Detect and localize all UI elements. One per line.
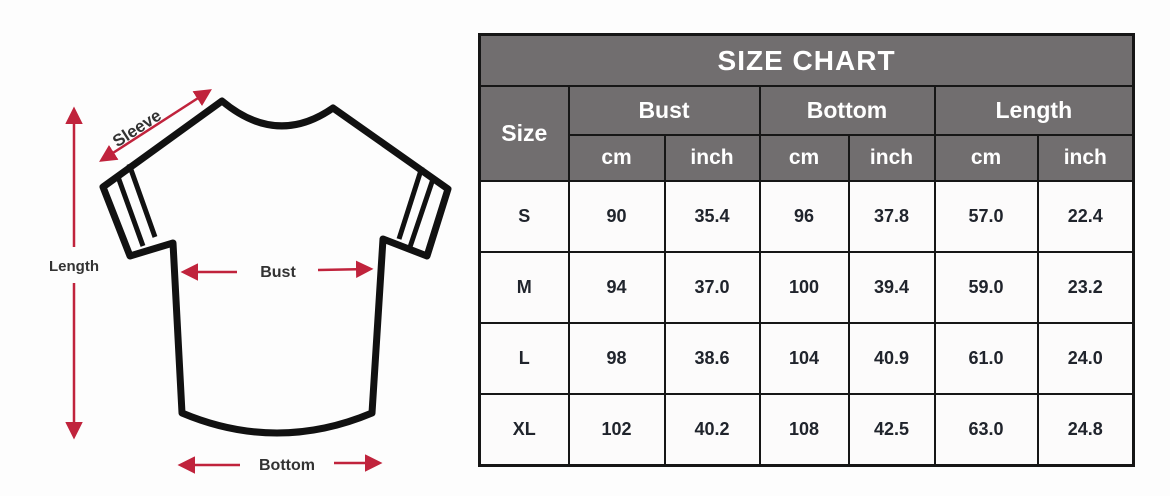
bottom-cm-cell: 104 — [758, 322, 850, 395]
column-header-size: Size — [478, 85, 570, 182]
bust-inch-cell: 38.6 — [663, 322, 761, 395]
tshirt-outline — [99, 97, 452, 437]
bust-cm-cell: 98 — [567, 322, 666, 395]
bust-inch-cell: 40.2 — [663, 393, 761, 467]
table-unit-header-row: cm inch cm inch cm inch — [480, 134, 1135, 182]
bottom-inch-cell: 40.9 — [847, 322, 936, 395]
unit-header-bottom-inch: inch — [847, 134, 936, 182]
bottom-arrows — [177, 454, 383, 474]
table-group-header-row: Size Bust Bottom Length — [478, 85, 1135, 182]
right-cuff-stripe — [407, 175, 437, 248]
table-row-m: M 94 37.0 100 39.4 59.0 23.2 — [478, 251, 1135, 324]
unit-header-length-cm: cm — [933, 134, 1039, 182]
length-cm-cell: 57.0 — [933, 180, 1039, 253]
bottom-cm-cell: 96 — [758, 180, 850, 253]
column-header-bottom: Bottom — [758, 85, 936, 136]
unit-header-bust-inch: inch — [663, 134, 761, 182]
bottom-inch-cell: 39.4 — [847, 251, 936, 324]
left-cuff-stripe — [114, 173, 146, 247]
bottom-cm-cell: 100 — [758, 251, 850, 324]
bust-inch-cell: 37.0 — [663, 251, 761, 324]
sleeve-arrow — [99, 89, 212, 162]
bottom-label: Bottom — [259, 457, 315, 474]
length-cm-cell: 59.0 — [933, 251, 1039, 324]
unit-header-bust-cm: cm — [567, 134, 666, 182]
length-cm-cell: 63.0 — [933, 393, 1039, 467]
column-header-bust: Bust — [567, 85, 761, 136]
size-cell: XL — [478, 393, 570, 467]
tshirt-diagram-svg: Sleeve Length Bust Bottom — [49, 89, 452, 474]
table-row-l: L 98 38.6 104 40.9 61.0 24.0 — [478, 322, 1135, 395]
length-inch-cell: 23.2 — [1036, 251, 1135, 324]
length-inch-cell: 24.8 — [1036, 393, 1135, 467]
size-chart-title: SIZE CHART — [478, 33, 1135, 87]
unit-header-length-inch: inch — [1036, 134, 1135, 182]
length-inch-cell: 22.4 — [1036, 180, 1135, 253]
length-inch-cell: 24.0 — [1036, 322, 1135, 395]
bust-cm-cell: 94 — [567, 251, 666, 324]
column-header-length: Length — [933, 85, 1135, 136]
length-label: Length — [49, 258, 99, 275]
bust-cm-cell: 102 — [567, 393, 666, 467]
bust-inch-cell: 35.4 — [663, 180, 761, 253]
size-cell: S — [478, 180, 570, 253]
size-cell: M — [478, 251, 570, 324]
size-cell: L — [478, 322, 570, 395]
table-title-row: SIZE CHART — [478, 33, 1135, 87]
bottom-inch-cell: 37.8 — [847, 180, 936, 253]
length-cm-cell: 61.0 — [933, 322, 1039, 395]
bust-label: Bust — [260, 264, 296, 281]
bottom-inch-cell: 42.5 — [847, 393, 936, 467]
bust-cm-cell: 90 — [567, 180, 666, 253]
tshirt-measurement-diagram: Sleeve Length Bust Bottom — [0, 0, 478, 496]
unit-header-bottom-cm: cm — [758, 134, 850, 182]
bottom-cm-cell: 108 — [758, 393, 850, 467]
table-row-s: S 90 35.4 96 37.8 57.0 22.4 — [478, 180, 1135, 253]
bust-arrows — [180, 260, 374, 281]
left-cuff-stripe — [126, 163, 158, 238]
size-chart-table: SIZE CHART Size Bust Bottom Length cm in… — [478, 33, 1136, 467]
right-cuff-stripe — [396, 166, 425, 240]
table-row-xl: XL 102 40.2 108 42.5 63.0 24.8 — [478, 393, 1135, 467]
